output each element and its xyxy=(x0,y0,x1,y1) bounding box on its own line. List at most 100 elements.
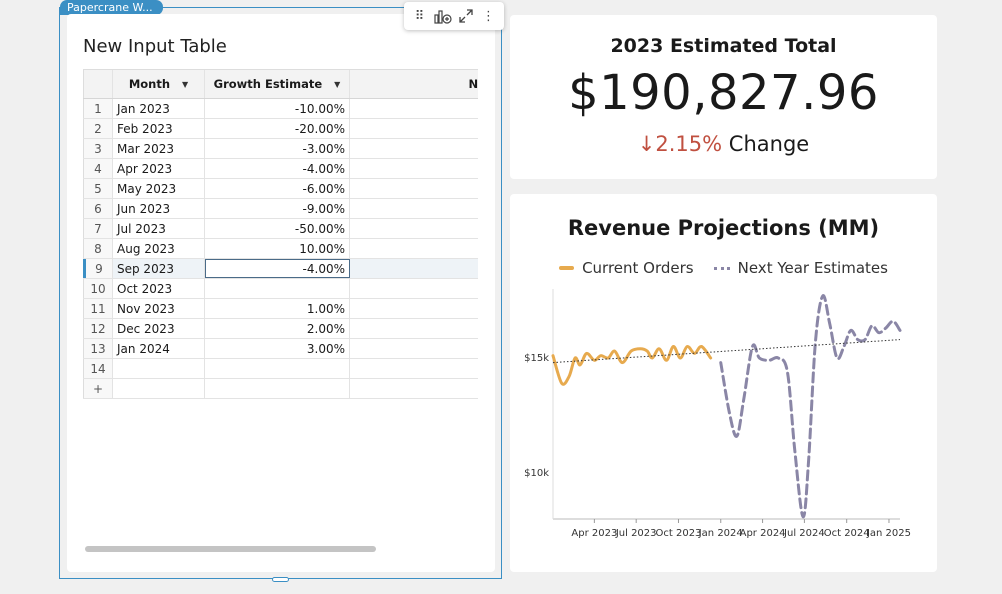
growth-estimate-cell[interactable]: -3.00% xyxy=(205,139,350,158)
growth-estimate-cell[interactable]: -4.00% xyxy=(205,259,350,278)
month-cell[interactable]: Aug 2023 xyxy=(113,239,205,258)
add-chart-icon[interactable] xyxy=(433,6,453,26)
growth-estimate-cell[interactable]: -20.00% xyxy=(205,119,350,138)
table-row[interactable]: 3 Mar 2023 -3.00% xyxy=(83,139,478,159)
horizontal-scrollbar[interactable] xyxy=(85,546,376,552)
table-row[interactable]: 12 Dec 2023 2.00% xyxy=(83,319,478,339)
x-tick-label: Jul 2023 xyxy=(615,528,657,539)
table-row[interactable]: 1 Jan 2023 -10.00% xyxy=(83,99,478,119)
column-menu-caret-icon[interactable]: ▼ xyxy=(334,79,341,89)
month-cell[interactable]: Feb 2023 xyxy=(113,119,205,138)
input-table-element[interactable]: New Input Table Month ▼ Growth Estimate … xyxy=(67,14,495,572)
table-row[interactable]: 5 May 2023 -6.00% xyxy=(83,179,478,199)
month-cell[interactable]: Jan 2024 xyxy=(113,339,205,358)
next-column-cell[interactable] xyxy=(350,379,478,398)
next-column-cell[interactable] xyxy=(350,359,478,378)
series-line-current-orders[interactable] xyxy=(551,345,713,386)
next-column-cell[interactable] xyxy=(350,119,478,138)
row-number-cell: 8 xyxy=(83,239,113,258)
table-row[interactable]: 8 Aug 2023 10.00% xyxy=(83,239,478,259)
growth-estimate-cell[interactable] xyxy=(205,359,350,378)
table-row[interactable]: 11 Nov 2023 1.00% xyxy=(83,299,478,319)
month-cell[interactable]: Jan 2023 xyxy=(113,99,205,118)
x-tick-label: Oct 2023 xyxy=(656,528,702,539)
kpi-element[interactable]: 2023 Estimated Total $190,827.96 ↓2.15% … xyxy=(510,15,937,179)
next-column-cell[interactable] xyxy=(350,159,478,178)
table-row[interactable]: 7 Jul 2023 -50.00% xyxy=(83,219,478,239)
next-column-cell[interactable] xyxy=(350,199,478,218)
column-header-next[interactable]: No xyxy=(350,70,478,98)
expand-icon[interactable] xyxy=(456,6,476,26)
next-column-cell[interactable] xyxy=(350,139,478,158)
month-cell[interactable]: May 2023 xyxy=(113,179,205,198)
column-header-month[interactable]: Month ▼ xyxy=(113,70,205,98)
y-tick-label: $10k xyxy=(524,468,549,479)
column-header-growth-estimate[interactable]: Growth Estimate ▼ xyxy=(205,70,350,98)
series-line-next-year-estimates[interactable] xyxy=(719,294,902,519)
legend-swatch-dashed-icon xyxy=(713,266,730,270)
column-menu-caret-icon[interactable]: ▼ xyxy=(182,79,189,89)
column-header-label: Growth Estimate xyxy=(213,77,323,91)
growth-estimate-cell[interactable]: -6.00% xyxy=(205,179,350,198)
growth-estimate-cell[interactable]: 1.00% xyxy=(205,299,350,318)
table-row[interactable]: 13 Jan 2024 3.00% xyxy=(83,339,478,359)
table-row[interactable]: 6 Jun 2023 -9.00% xyxy=(83,199,478,219)
month-cell[interactable] xyxy=(113,379,205,398)
element-name-tag[interactable]: Papercrane W... xyxy=(60,0,163,15)
x-tick-label: Jan 2025 xyxy=(866,528,911,539)
month-cell[interactable]: Dec 2023 xyxy=(113,319,205,338)
legend-label: Next Year Estimates xyxy=(737,259,888,277)
row-number-cell: 7 xyxy=(83,219,113,238)
growth-estimate-cell[interactable] xyxy=(205,279,350,298)
next-column-cell[interactable] xyxy=(350,319,478,338)
table-row[interactable]: 10 Oct 2023 xyxy=(83,279,478,299)
x-tick-label: Apr 2024 xyxy=(740,528,786,539)
next-column-cell[interactable] xyxy=(350,339,478,358)
growth-estimate-cell[interactable]: -10.00% xyxy=(205,99,350,118)
next-column-cell[interactable] xyxy=(350,239,478,258)
table-row[interactable]: 4 Apr 2023 -4.00% xyxy=(83,159,478,179)
row-number-cell: 2 xyxy=(83,119,113,138)
x-tick-label: Apr 2023 xyxy=(571,528,617,539)
table-row[interactable]: 2 Feb 2023 -20.00% xyxy=(83,119,478,139)
month-cell[interactable] xyxy=(113,359,205,378)
growth-estimate-cell[interactable]: -9.00% xyxy=(205,199,350,218)
month-cell[interactable]: Oct 2023 xyxy=(113,279,205,298)
column-header-label: Month xyxy=(128,77,171,91)
drag-handle-icon[interactable]: ⠿ xyxy=(414,8,425,24)
kpi-change: ↓2.15% Change xyxy=(510,132,937,156)
next-column-cell[interactable] xyxy=(350,99,478,118)
next-column-cell[interactable] xyxy=(350,259,478,278)
month-cell[interactable]: Mar 2023 xyxy=(113,139,205,158)
line-chart-element[interactable]: Revenue Projections (MM) Current Orders … xyxy=(510,194,937,572)
row-number-cell: 11 xyxy=(83,299,113,318)
next-column-cell[interactable] xyxy=(350,219,478,238)
growth-estimate-cell[interactable] xyxy=(205,379,350,398)
growth-estimate-cell[interactable]: 2.00% xyxy=(205,319,350,338)
month-cell[interactable]: Nov 2023 xyxy=(113,299,205,318)
month-cell[interactable]: Sep 2023 xyxy=(113,259,205,278)
month-cell[interactable]: Jul 2023 xyxy=(113,219,205,238)
month-cell[interactable]: Jun 2023 xyxy=(113,199,205,218)
next-column-cell[interactable] xyxy=(350,179,478,198)
next-column-cell[interactable] xyxy=(350,299,478,318)
kpi-title: 2023 Estimated Total xyxy=(610,35,837,57)
growth-estimate-cell[interactable]: -50.00% xyxy=(205,219,350,238)
month-cell[interactable]: Apr 2023 xyxy=(113,159,205,178)
growth-estimate-cell[interactable]: 10.00% xyxy=(205,239,350,258)
legend-item-current-orders[interactable]: Current Orders xyxy=(559,259,694,277)
x-tick-label: Jul 2024 xyxy=(783,528,825,539)
table-row[interactable]: 9 Sep 2023 -4.00% xyxy=(83,259,478,279)
more-options-icon[interactable]: ⋮ xyxy=(482,8,495,24)
next-column-cell[interactable] xyxy=(350,279,478,298)
row-number-cell: 13 xyxy=(83,339,113,358)
growth-estimate-cell[interactable]: -4.00% xyxy=(205,159,350,178)
row-number-cell: 6 xyxy=(83,199,113,218)
table-row[interactable]: 14 xyxy=(83,359,478,379)
resize-handle[interactable] xyxy=(272,577,289,582)
legend-item-next-year-estimates[interactable]: Next Year Estimates xyxy=(713,259,888,277)
table-row[interactable]: + xyxy=(83,379,478,399)
growth-estimate-cell[interactable]: 3.00% xyxy=(205,339,350,358)
